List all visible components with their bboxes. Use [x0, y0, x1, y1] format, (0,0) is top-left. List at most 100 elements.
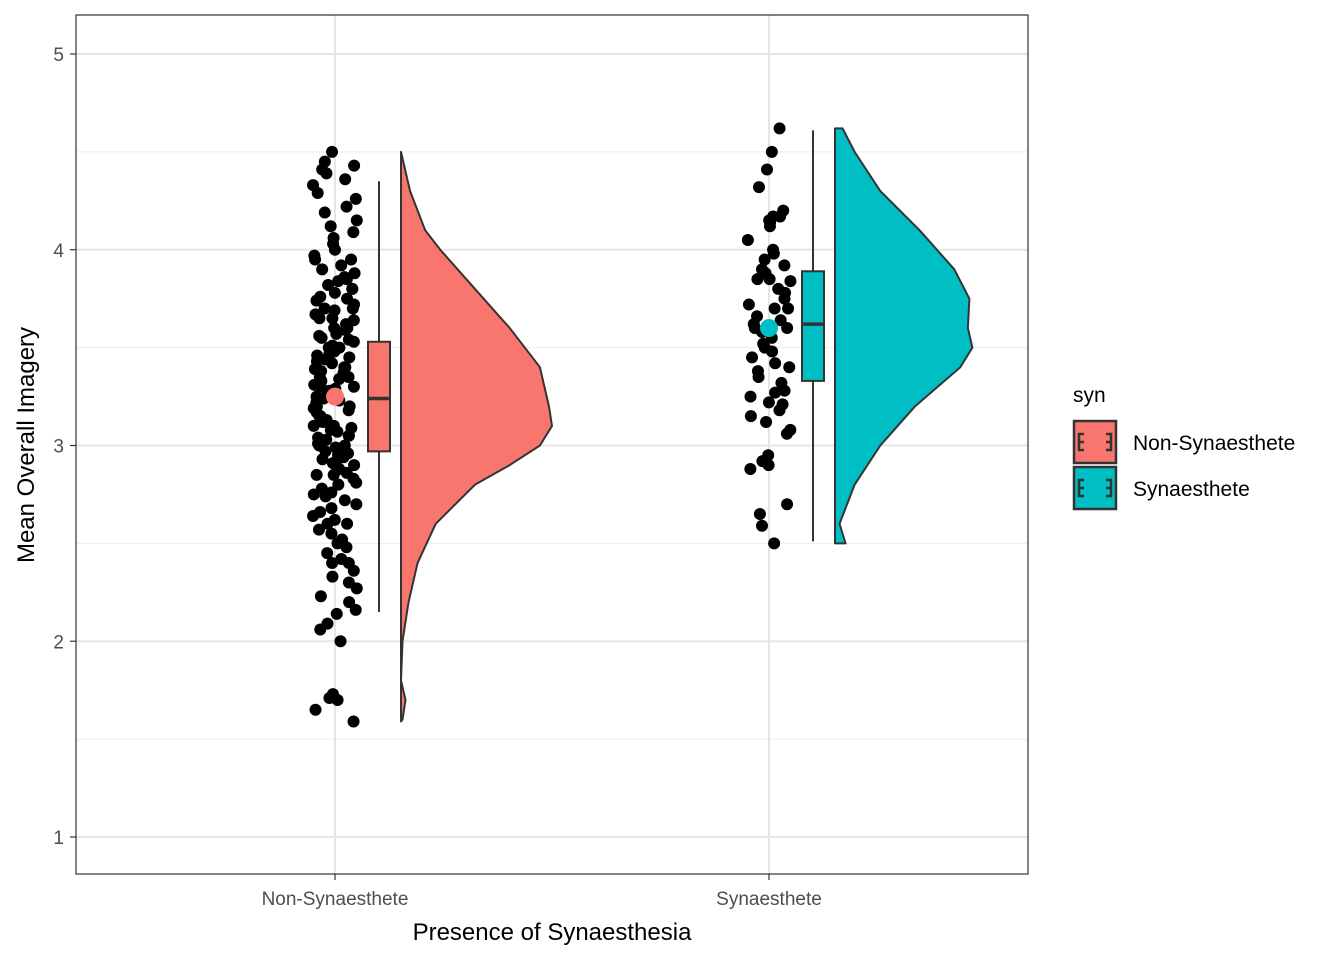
data-point: [348, 459, 361, 472]
data-point: [342, 333, 355, 346]
data-point: [741, 233, 754, 246]
x-axis-title: Presence of Synaesthesia: [413, 919, 692, 946]
data-point: [307, 179, 320, 192]
data-point: [332, 478, 345, 491]
data-point: [744, 390, 757, 403]
data-point: [318, 155, 331, 168]
panel-border: [75, 14, 1029, 875]
data-point: [325, 486, 338, 499]
data-point: [768, 302, 781, 315]
data-point: [763, 220, 776, 233]
data-point: [768, 537, 781, 550]
data-point: [345, 253, 358, 266]
data-point: [318, 302, 331, 315]
data-point: [326, 688, 339, 701]
data-point: [765, 145, 778, 158]
data-point: [333, 341, 346, 354]
data-point: [347, 715, 360, 728]
mean-point: [760, 319, 778, 338]
data-point: [326, 556, 339, 569]
data-point: [781, 498, 794, 511]
data-point: [767, 247, 780, 260]
data-point: [753, 508, 766, 521]
data-point: [310, 468, 323, 481]
data-point: [335, 259, 348, 272]
data-point: [751, 273, 764, 286]
data-point: [349, 192, 362, 205]
data-point: [342, 429, 355, 442]
data-point: [310, 390, 323, 403]
data-point: [347, 226, 360, 239]
data-point: [338, 439, 351, 452]
data-point: [309, 703, 322, 716]
y-tick-label: 2: [53, 632, 64, 653]
data-point: [321, 617, 334, 630]
data-point: [339, 173, 352, 186]
data-point: [340, 273, 353, 286]
legend: syn Non-Synaesthete Synaesthete: [1072, 384, 1295, 511]
y-tick-label: 5: [53, 45, 64, 66]
box: [801, 270, 825, 382]
data-point: [321, 547, 334, 560]
data-point: [311, 349, 324, 362]
box: [367, 340, 391, 453]
x-axis: Non-Synaesthete Synaesthete: [262, 874, 822, 910]
data-point: [350, 498, 363, 511]
legend-boxplot-glyph: [1077, 432, 1113, 452]
data-point: [316, 263, 329, 276]
data-point: [343, 596, 356, 609]
data-point: [341, 292, 354, 305]
violin-non-synaesthete: [400, 150, 553, 723]
data-point: [307, 488, 320, 501]
data-point: [762, 459, 775, 472]
data-point: [343, 400, 356, 413]
data-point: [342, 370, 355, 383]
data-point: [325, 527, 338, 540]
data-point: [342, 576, 355, 589]
violin-synaesthete: [834, 127, 974, 545]
data-point: [326, 145, 339, 158]
data-point: [347, 314, 360, 327]
data-point: [330, 607, 343, 620]
data-point: [778, 384, 791, 397]
plot-area: [307, 122, 974, 728]
data-point: [328, 322, 341, 335]
mean-point: [326, 387, 344, 406]
data-point: [328, 513, 341, 526]
data-point: [348, 159, 361, 172]
data-point: [343, 351, 356, 364]
data-point: [312, 523, 325, 536]
y-tick-label: 1: [53, 828, 64, 849]
data-point: [781, 322, 794, 335]
data-point: [325, 502, 338, 515]
data-point: [318, 206, 331, 219]
data-point: [742, 298, 755, 311]
data-point: [756, 519, 769, 532]
data-point: [334, 635, 347, 648]
data-point: [778, 259, 791, 272]
y-tick-label: 4: [53, 241, 64, 262]
grid: [76, 15, 1028, 874]
data-point: [338, 494, 351, 507]
data-point: [758, 253, 771, 266]
x-tick-label: Non-Synaesthete: [262, 889, 409, 910]
data-point: [326, 570, 339, 583]
data-point: [328, 286, 341, 299]
data-point: [350, 214, 363, 227]
data-point: [322, 278, 335, 291]
data-point: [760, 416, 773, 429]
data-point: [324, 220, 337, 233]
data-point: [761, 163, 774, 176]
data-point: [763, 273, 776, 286]
data-point: [340, 200, 353, 213]
data-point: [762, 396, 775, 409]
data-point: [767, 210, 780, 223]
data-point: [778, 292, 791, 305]
data-point: [766, 345, 779, 358]
data-point: [769, 357, 782, 370]
data-point: [746, 351, 759, 364]
data-point: [769, 386, 782, 399]
data-point: [314, 290, 327, 303]
data-point: [327, 232, 340, 245]
